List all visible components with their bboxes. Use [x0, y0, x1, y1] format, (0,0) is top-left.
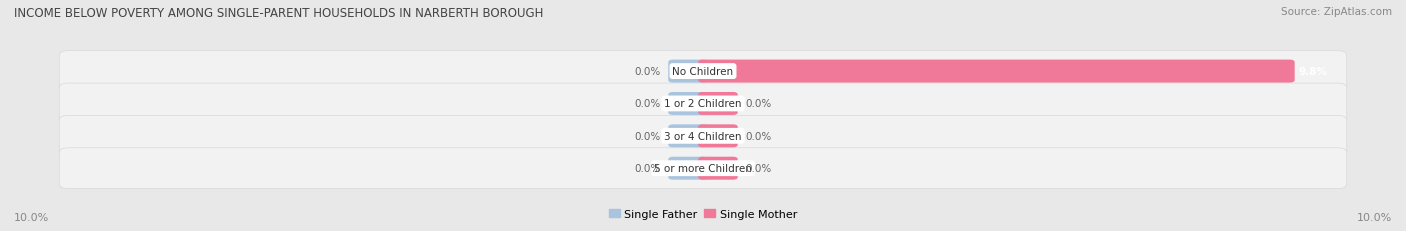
FancyBboxPatch shape — [699, 125, 738, 148]
Text: 0.0%: 0.0% — [745, 164, 770, 173]
FancyBboxPatch shape — [699, 93, 738, 116]
Text: 0.0%: 0.0% — [636, 67, 661, 77]
Text: 10.0%: 10.0% — [14, 212, 49, 222]
FancyBboxPatch shape — [59, 52, 1347, 92]
Legend: Single Father, Single Mother: Single Father, Single Mother — [605, 204, 801, 223]
FancyBboxPatch shape — [668, 93, 707, 116]
Text: 1 or 2 Children: 1 or 2 Children — [664, 99, 742, 109]
FancyBboxPatch shape — [668, 60, 707, 83]
Text: 9.8%: 9.8% — [1299, 67, 1327, 77]
FancyBboxPatch shape — [699, 60, 1295, 83]
Text: 0.0%: 0.0% — [636, 164, 661, 173]
Text: 0.0%: 0.0% — [636, 99, 661, 109]
Text: 0.0%: 0.0% — [745, 99, 770, 109]
Text: 0.0%: 0.0% — [745, 131, 770, 141]
Text: INCOME BELOW POVERTY AMONG SINGLE-PARENT HOUSEHOLDS IN NARBERTH BOROUGH: INCOME BELOW POVERTY AMONG SINGLE-PARENT… — [14, 7, 544, 20]
Text: 3 or 4 Children: 3 or 4 Children — [664, 131, 742, 141]
FancyBboxPatch shape — [668, 157, 707, 180]
Text: 10.0%: 10.0% — [1357, 212, 1392, 222]
Text: Source: ZipAtlas.com: Source: ZipAtlas.com — [1281, 7, 1392, 17]
FancyBboxPatch shape — [59, 84, 1347, 124]
FancyBboxPatch shape — [699, 157, 738, 180]
Text: No Children: No Children — [672, 67, 734, 77]
FancyBboxPatch shape — [59, 148, 1347, 189]
FancyBboxPatch shape — [59, 116, 1347, 157]
Text: 5 or more Children: 5 or more Children — [654, 164, 752, 173]
FancyBboxPatch shape — [668, 125, 707, 148]
Text: 0.0%: 0.0% — [636, 131, 661, 141]
